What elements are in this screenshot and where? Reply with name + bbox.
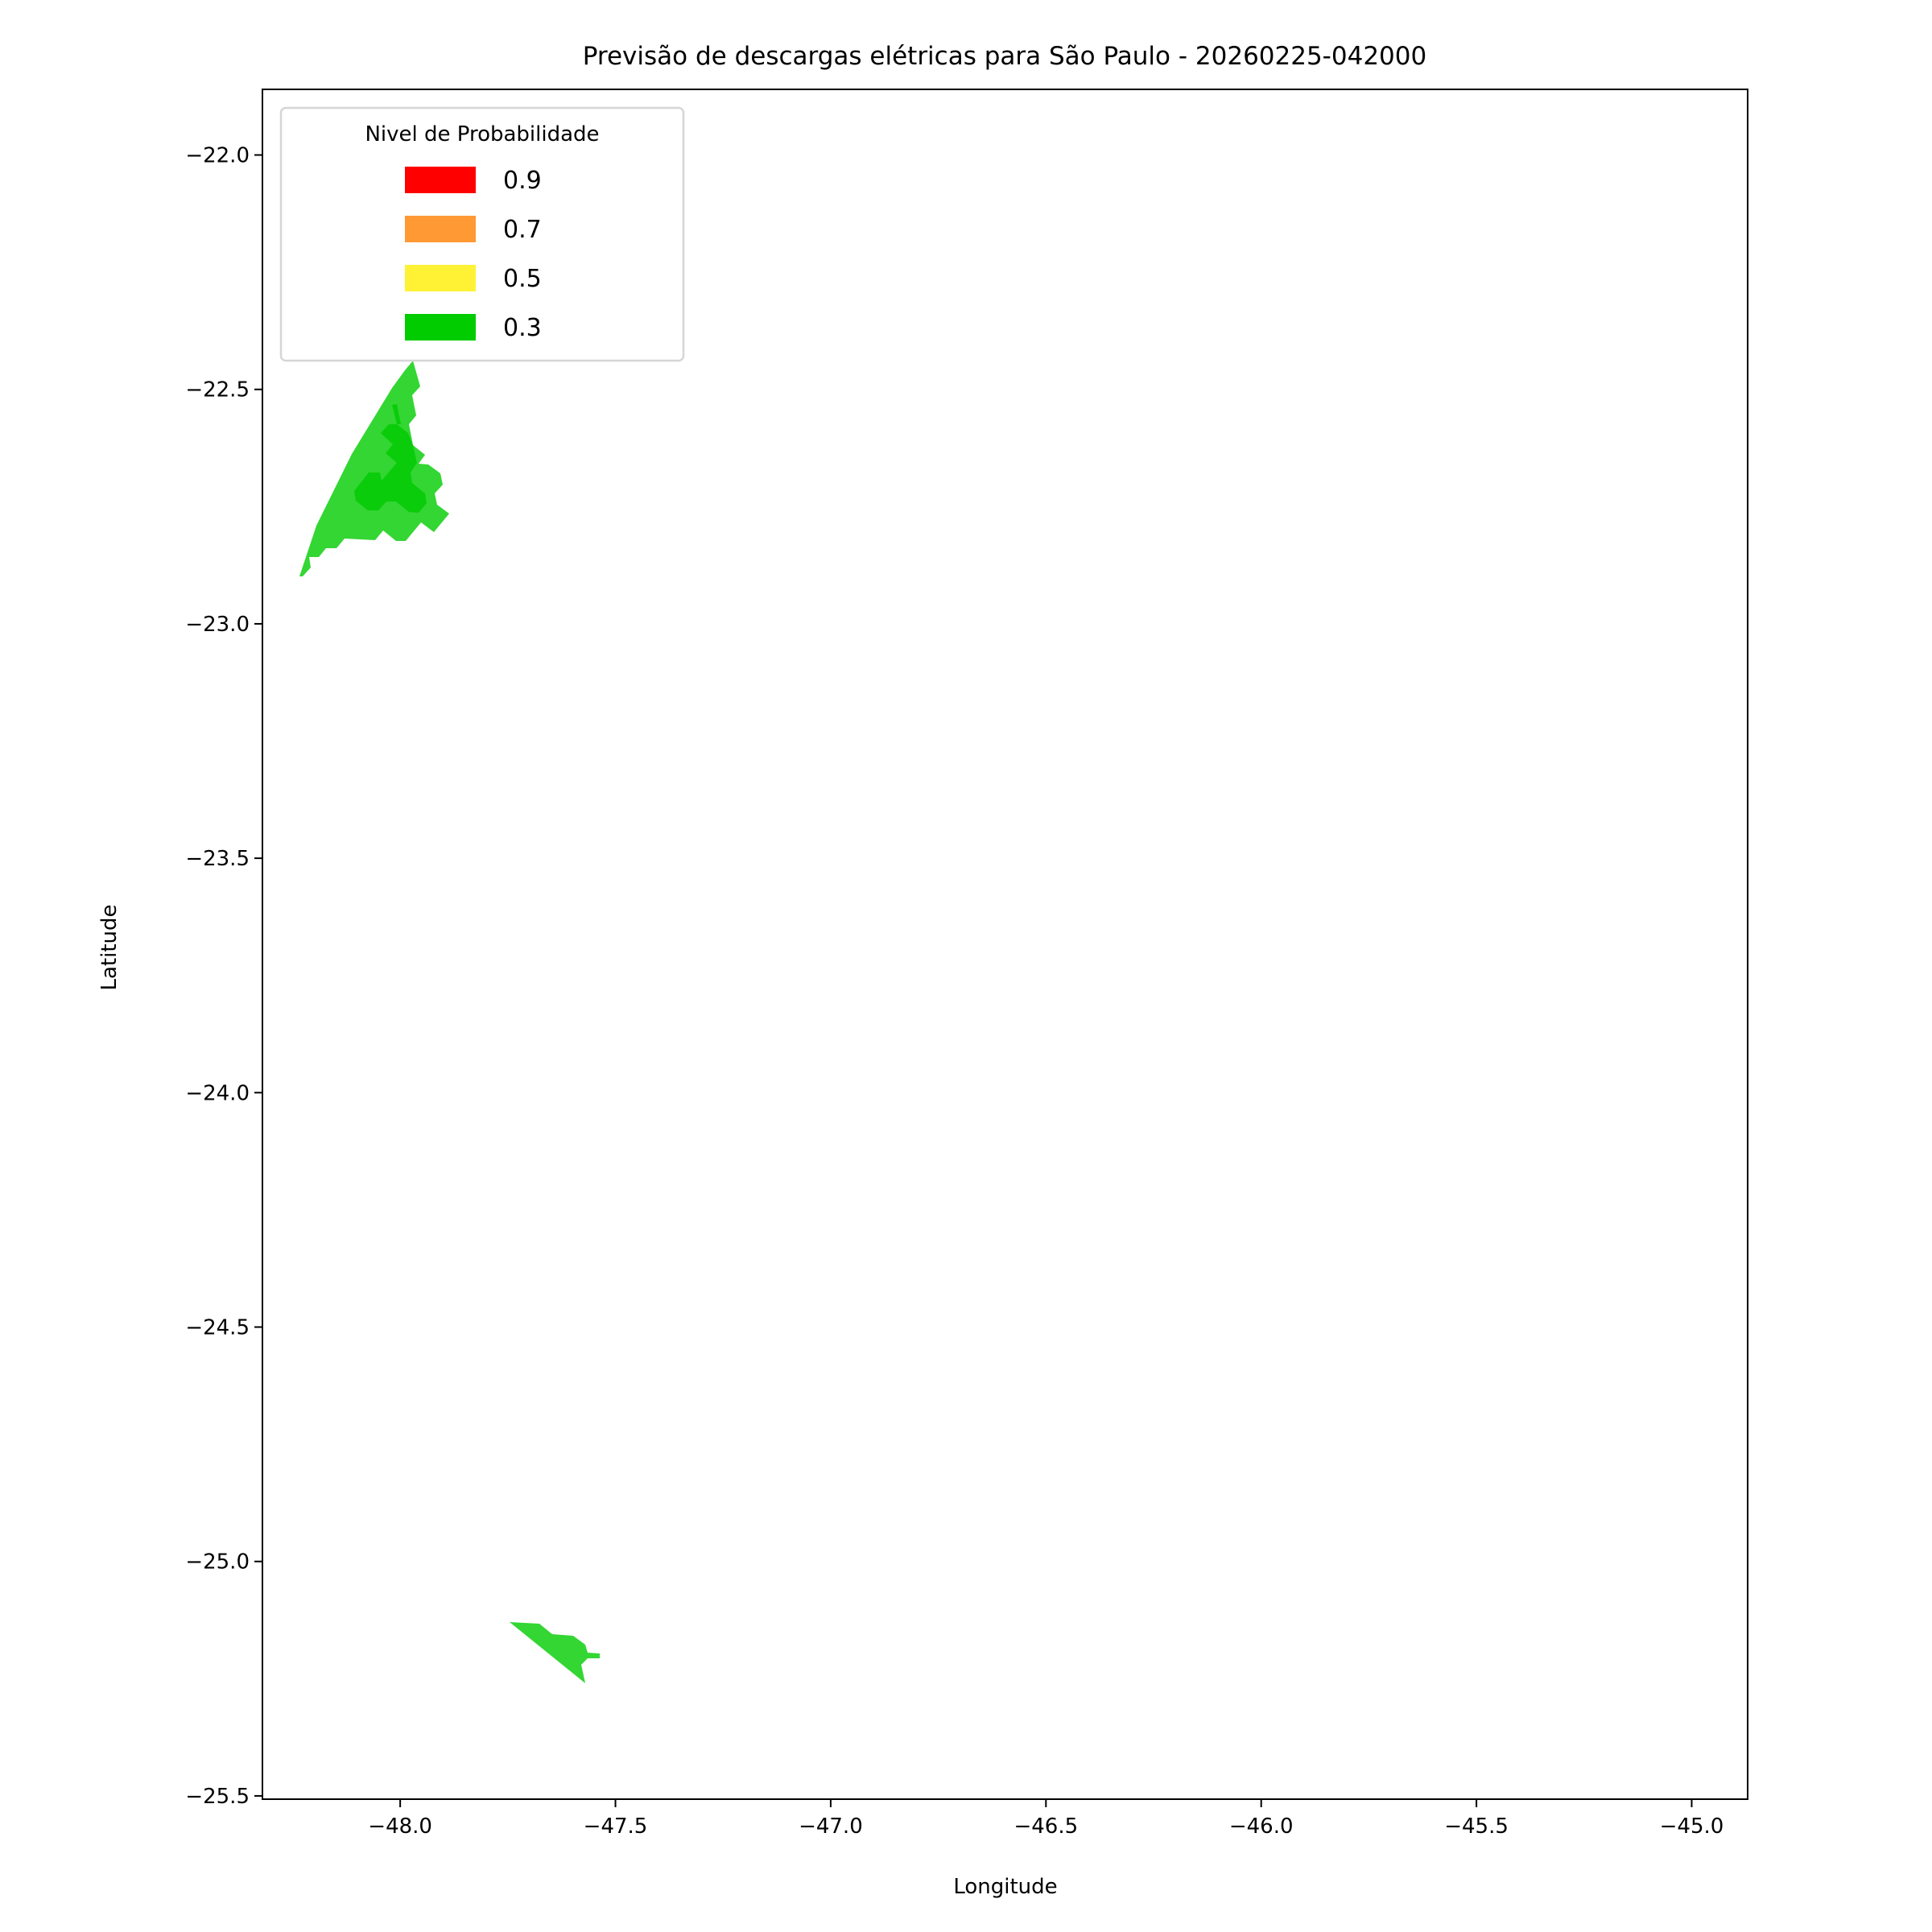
legend-swatch-0.5	[405, 265, 476, 291]
legend-label: 0.5	[503, 265, 542, 293]
x-tick-label: −45.5	[1444, 1814, 1509, 1839]
plot-area-frame	[262, 89, 1748, 1800]
legend-label: 0.9	[503, 167, 542, 195]
y-tick-label: −22.0	[185, 144, 250, 168]
x-tick-label: −47.5	[584, 1814, 648, 1839]
x-tick-label: −48.0	[368, 1814, 432, 1839]
chart-title: Previsão de descargas elétricas para São…	[583, 42, 1426, 71]
x-tick-label: −46.5	[1013, 1814, 1078, 1839]
contour-region-northwest-spike	[392, 404, 401, 424]
y-tick-label: −22.5	[185, 378, 250, 402]
y-tick-label: −24.5	[185, 1316, 250, 1340]
legend-swatch-0.7	[405, 216, 476, 242]
contour-fills	[299, 361, 600, 1683]
legend-frame	[279, 106, 685, 362]
legend-label: 0.7	[503, 216, 542, 244]
legend-swatch-0.9	[405, 167, 476, 193]
contour-region-northwest-outer	[299, 361, 449, 576]
contour-region-northwest-inner	[354, 424, 427, 513]
legend-swatch-0.3	[405, 314, 476, 341]
x-axis-label: Longitude	[953, 1875, 1057, 1899]
y-axis-ticks: −22.0 −22.5 −23.0 −23.5 −24.0 −24.5 −25.0 −25.5	[185, 144, 262, 1809]
x-axis-ticks: −48.0 −47.5 −47.0 −46.5 −46.0 −45.5 −45.0	[368, 1799, 1724, 1839]
x-tick-label: −45.0	[1660, 1814, 1724, 1839]
y-tick-label: −23.5	[185, 847, 250, 871]
y-tick-label: −25.5	[185, 1785, 250, 1809]
legend-label: 0.3	[503, 314, 542, 342]
legend-title: Nivel de Probabilidade	[365, 122, 599, 147]
x-tick-label: −46.0	[1229, 1814, 1294, 1839]
y-axis-label: Latitude	[97, 904, 122, 990]
y-tick-label: −23.0	[185, 613, 250, 637]
contour-region-south	[510, 1622, 600, 1683]
legend: Nivel de Probabilidade 0.9 0.7 0.5 0.3	[279, 106, 685, 362]
y-tick-label: −25.0	[185, 1550, 250, 1575]
x-tick-label: −47.0	[799, 1814, 863, 1839]
y-tick-label: −24.0	[185, 1081, 250, 1105]
